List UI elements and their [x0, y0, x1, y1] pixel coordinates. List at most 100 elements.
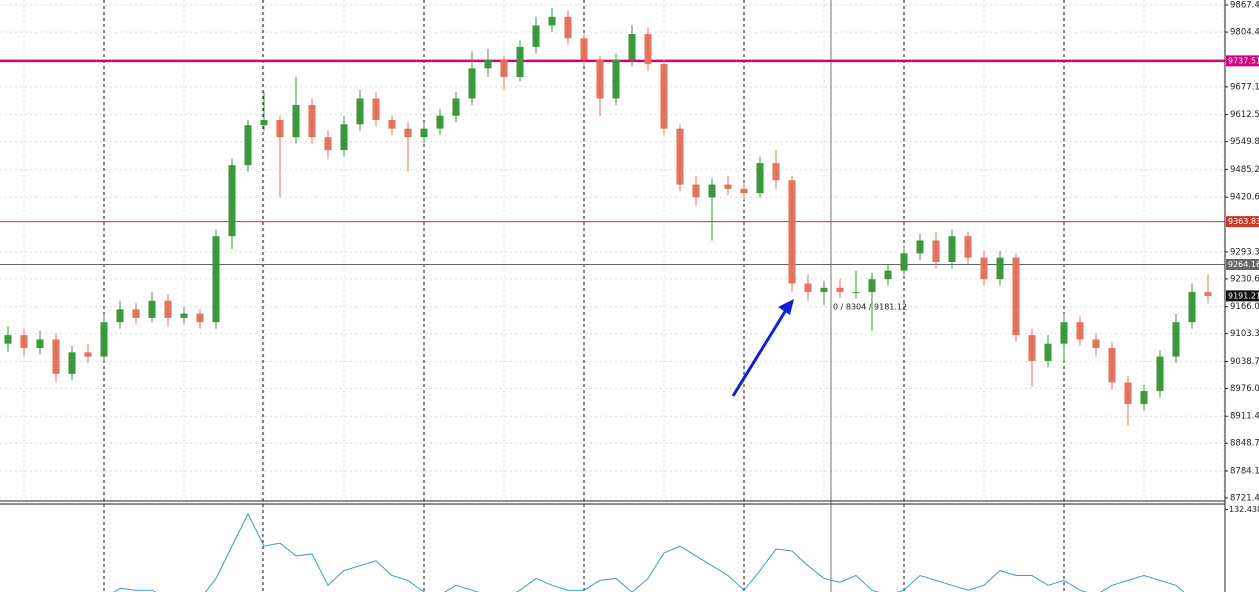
candle-body [148, 300, 156, 318]
candle-body [372, 98, 380, 121]
candle-body [596, 59, 604, 99]
candle-body [100, 322, 108, 357]
candle-body [116, 309, 124, 323]
candle-body [692, 184, 700, 198]
candle-body [628, 33, 636, 60]
y-tick-label: 9420.60 [1230, 193, 1259, 203]
candle-body [1108, 348, 1116, 383]
candle-body [1140, 391, 1148, 404]
candle-body [1172, 322, 1180, 357]
candle-body [1124, 382, 1132, 404]
candle-body [964, 236, 972, 258]
y-tick-label: 9230.60 [1230, 274, 1259, 284]
y-tick-label: 8848.70 [1230, 439, 1259, 449]
y-tick-label: 8976.00 [1230, 384, 1259, 394]
candle-body [980, 257, 988, 280]
candle-body [436, 115, 444, 129]
candle-body [276, 120, 284, 138]
price-label-box [1226, 55, 1259, 67]
candle-body [20, 335, 28, 349]
y-tick-label: 9549.80 [1230, 137, 1259, 147]
candle-body [388, 120, 396, 129]
candle-body [68, 352, 76, 374]
candle-body [804, 283, 812, 293]
candle-body [868, 279, 876, 293]
y-tick-label: 9677.10 [1230, 82, 1259, 92]
candle-body [644, 33, 652, 65]
y-tick-label: 9867.40 [1230, 0, 1259, 10]
candle-body [468, 68, 476, 99]
candle-body [772, 163, 780, 181]
candle-body [740, 188, 748, 194]
candle-body [324, 137, 332, 151]
y-tick-label: 8784.10 [1230, 467, 1259, 477]
candle-body [1012, 257, 1020, 336]
price-label-box [1226, 290, 1259, 302]
indicator-tick-label: 132.4382 [1229, 505, 1259, 514]
y-tick-label: 9485.20 [1230, 165, 1259, 175]
candle-body [452, 98, 460, 116]
price-axis: 9867.40 9804.40 9677.10 9612.50 9549.80 9485.… [1225, 0, 1259, 514]
session-separators [103, 0, 1065, 592]
candle-body [500, 59, 508, 78]
candle-body [308, 104, 316, 138]
y-tick-label: 9804.40 [1230, 28, 1259, 38]
candle-body [996, 257, 1004, 280]
candle-body [516, 46, 524, 78]
candle-body [164, 300, 172, 318]
candle-body [708, 184, 716, 198]
plot [0, 8, 1225, 592]
crosshair-label: 0 / 8304 / 9181.12 [833, 303, 907, 312]
candle-body [340, 124, 348, 151]
price-label: 9363.83 [1228, 217, 1259, 226]
candle-body [884, 270, 892, 280]
candle-body [244, 125, 252, 166]
price-label: 9264.16 [1228, 260, 1259, 269]
candle-body [788, 180, 796, 284]
candle-body [292, 104, 300, 138]
candle-body [1028, 335, 1036, 361]
candle-body [932, 240, 940, 262]
candle-body [420, 128, 428, 138]
candle-body [756, 163, 764, 194]
y-tick-label: 9166.00 [1230, 302, 1259, 312]
candle-body [212, 236, 220, 323]
candle-body [1044, 343, 1052, 361]
candle-body [916, 240, 924, 254]
candle-body [132, 309, 140, 318]
y-tick-label: 8911.40 [1230, 412, 1259, 422]
y-tick-label: 9612.50 [1230, 110, 1259, 120]
candle-body [612, 59, 620, 99]
candle-body [4, 335, 12, 344]
candle-body [548, 16, 556, 26]
candle-body [1076, 322, 1084, 340]
indicator-line [113, 512, 1185, 592]
candle-body [900, 253, 908, 271]
price-label-box [1226, 216, 1259, 228]
candle-body [84, 352, 92, 357]
candle-body [1092, 339, 1100, 349]
candle-body [1060, 322, 1068, 344]
candle-body [228, 165, 236, 237]
annotation-arrowhead [778, 299, 794, 315]
candle-body [852, 292, 860, 294]
candle-body [580, 38, 588, 60]
candle-body [564, 16, 572, 39]
candle-body [820, 287, 828, 293]
candle-body [36, 339, 44, 349]
y-tick-label: 9038.70 [1230, 357, 1259, 367]
candle-body [1188, 292, 1196, 323]
candle-body [180, 313, 188, 318]
y-tick-label: 8721.40 [1230, 493, 1259, 503]
candle-body [52, 339, 60, 374]
annotation-arrow [731, 309, 788, 397]
candle-body [724, 184, 732, 189]
candle-body [196, 313, 204, 323]
candle-body [1204, 292, 1212, 296]
price-label: 9737.51 [1228, 56, 1259, 65]
candle-body [660, 64, 668, 129]
price-label-box [1226, 258, 1259, 270]
candle-body [836, 287, 844, 293]
candle-body [1156, 356, 1164, 392]
